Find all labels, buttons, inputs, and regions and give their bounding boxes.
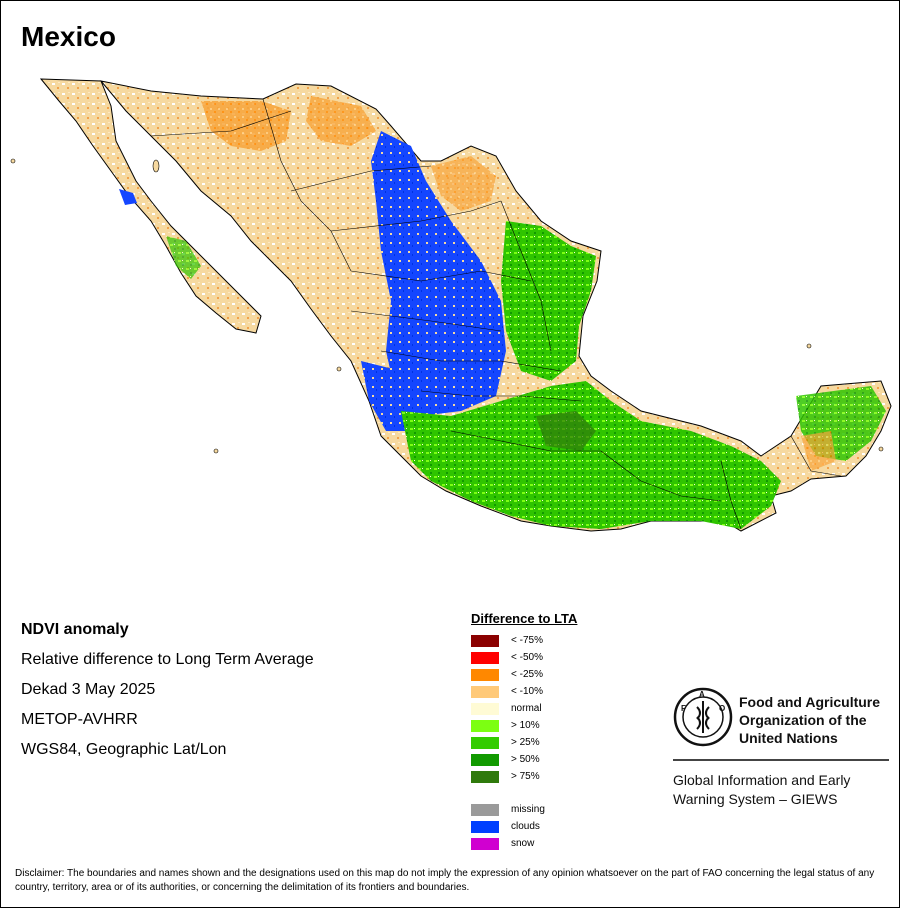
legend-label: missing (511, 804, 545, 815)
legend-label: < -10% (511, 686, 543, 697)
legend-swatch (471, 736, 499, 749)
legend-label: > 50% (511, 754, 540, 765)
legend-swatch (471, 685, 499, 698)
legend-label: > 10% (511, 720, 540, 731)
dry-patch-northeast (306, 96, 376, 146)
info-description: Relative difference to Long Term Average (21, 651, 314, 668)
dry-patch-yucatan (801, 431, 836, 471)
baja-green-patch (166, 236, 201, 279)
map-title: Mexico (21, 21, 116, 52)
legend-item: < -25% (471, 666, 651, 683)
legend-swatch (471, 820, 499, 833)
divider (673, 759, 889, 761)
info-sensor: METOP-AVHRR (21, 711, 138, 728)
mexico-mainland (99, 80, 892, 532)
legend-label: > 75% (511, 771, 540, 782)
legend-swatch (471, 651, 499, 664)
info-projection: WGS84, Geographic Lat/Lon (21, 741, 227, 758)
legend-swatch (471, 702, 499, 715)
legend-item: > 25% (471, 734, 651, 751)
legend-label: < -50% (511, 652, 543, 663)
legend-swatch (471, 770, 499, 783)
legend-item: < -50% (471, 649, 651, 666)
fao-logo: F A O (673, 687, 733, 747)
baja-california (39, 78, 262, 334)
legend: Difference to LTA < -75% < -50% < -25% < -1… (471, 611, 651, 852)
legend-extra-items: missing clouds snow (471, 801, 651, 852)
legend-label: < -25% (511, 669, 543, 680)
legend-swatch (471, 803, 499, 816)
legend-swatch (471, 634, 499, 647)
giews-name: Global Information and Early Warning Sys… (673, 772, 851, 807)
baja-cloud-patch (119, 189, 137, 205)
info-product: NDVI anomaly (21, 621, 129, 638)
legend-item: > 10% (471, 717, 651, 734)
state-boundaries (150, 98, 842, 530)
legend-label: < -75% (511, 635, 543, 646)
baja-shape (39, 78, 262, 334)
legend-item: < -75% (471, 632, 651, 649)
legend-swatch (471, 719, 499, 732)
dark-green-core (536, 411, 596, 451)
disclaimer: Disclaimer: The boundaries and names sho… (15, 868, 875, 893)
svg-text:O: O (719, 704, 725, 713)
svg-text:A: A (699, 690, 705, 699)
ndvi-anomaly-map (10, 78, 892, 532)
legend-items: < -75% < -50% < -25% < -10% normal > 10% > 25%… (471, 632, 651, 785)
info-period: Dekad 3 May 2025 (21, 681, 156, 698)
legend-label: clouds (511, 821, 540, 832)
legend-extra-item: snow (471, 835, 651, 852)
legend-label: normal (511, 703, 542, 714)
islands (10, 158, 884, 454)
legend-label: > 25% (511, 737, 540, 748)
legend-swatch (471, 668, 499, 681)
legend-item: < -10% (471, 683, 651, 700)
legend-extra-item: missing (471, 801, 651, 818)
legend-label: snow (511, 838, 535, 849)
green-south (401, 381, 781, 529)
legend-extra-item: clouds (471, 818, 651, 835)
svg-text:F: F (681, 704, 686, 713)
dry-patch-coahuila (431, 156, 496, 211)
legend-swatch (471, 753, 499, 766)
legend-title: Difference to LTA (471, 611, 578, 626)
legend-item: normal (471, 700, 651, 717)
fao-organization-name: Food and Agriculture Organization of the… (739, 694, 881, 746)
legend-item: > 75% (471, 768, 651, 785)
legend-swatch (471, 837, 499, 850)
cloud-cover-central (371, 131, 506, 416)
map-info: NDVI anomaly Relative difference to Long… (21, 615, 441, 765)
legend-item: > 50% (471, 751, 651, 768)
